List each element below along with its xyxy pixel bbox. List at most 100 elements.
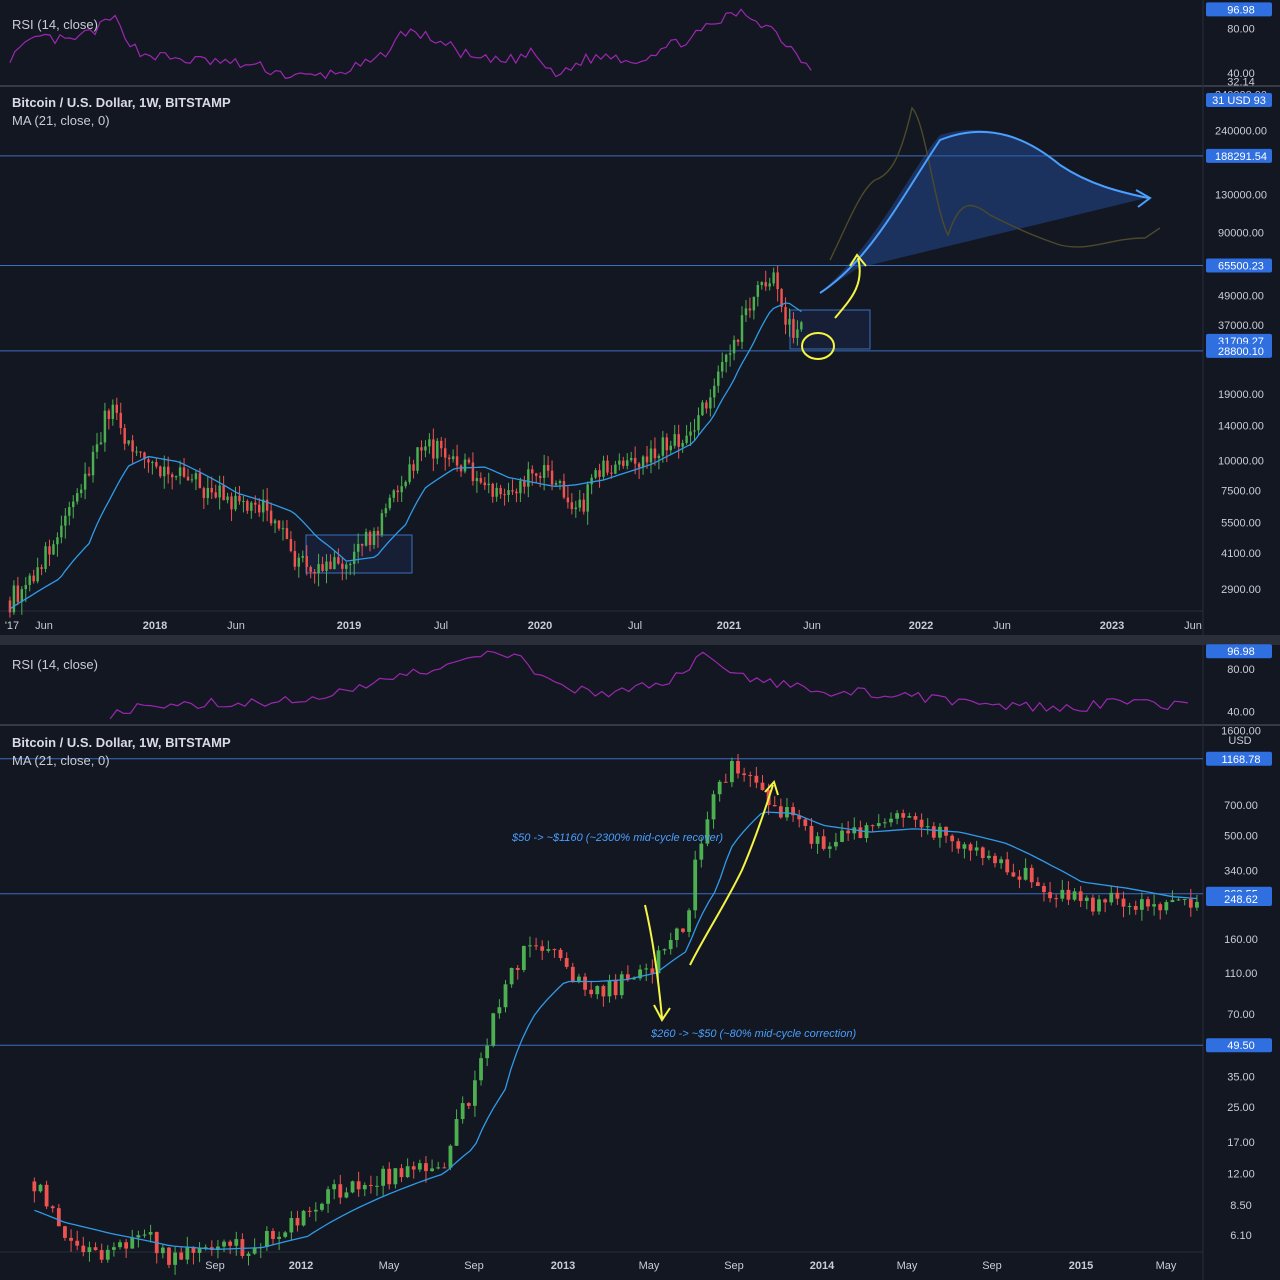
price-badge-bg[interactable] (1206, 2, 1272, 17)
price-badge-bg[interactable] (1206, 258, 1272, 273)
candle-body[interactable] (662, 949, 667, 951)
candle-body[interactable] (455, 456, 459, 466)
candle-body[interactable] (619, 974, 624, 996)
candle-body[interactable] (834, 841, 838, 847)
candle-body[interactable] (618, 460, 621, 465)
candle-body[interactable] (546, 465, 550, 471)
candle-body[interactable] (273, 520, 277, 524)
candle-body[interactable] (48, 546, 51, 555)
candle-body[interactable] (28, 575, 31, 585)
candle-body[interactable] (289, 1217, 294, 1233)
candle-body[interactable] (301, 1210, 306, 1226)
time-scale-top_price[interactable]: '17 Jun 2018 Jun 2019 Jul 2020 Jul 2021 Jun 2022 Ju… (5, 620, 1202, 632)
top-price-legend-title[interactable]: Bitcoin / U.S. Dollar, 1W, BITSTAMP (12, 95, 231, 110)
candle-body[interactable] (778, 806, 783, 818)
candle-body[interactable] (337, 557, 340, 564)
x-tick-label[interactable]: Jun (993, 620, 1011, 632)
candle-body[interactable] (174, 476, 178, 478)
candle-body[interactable] (1078, 891, 1083, 901)
y-tick-label[interactable]: 90000.00 (1218, 228, 1264, 240)
candle-body[interactable] (809, 825, 814, 844)
candle-body[interactable] (601, 986, 606, 997)
candle-body[interactable] (293, 551, 297, 567)
candle-body[interactable] (264, 1230, 269, 1247)
candle-body[interactable] (307, 1210, 312, 1212)
candle-body[interactable] (546, 949, 551, 951)
candle-body[interactable] (756, 285, 760, 297)
candle-body[interactable] (424, 446, 427, 451)
candle-body[interactable] (417, 1163, 422, 1170)
candle-body[interactable] (167, 1247, 171, 1265)
candle-body[interactable] (674, 928, 679, 941)
candle-body[interactable] (428, 439, 431, 447)
candle-body[interactable] (333, 557, 336, 570)
candle-body[interactable] (103, 410, 107, 443)
candle-body[interactable] (56, 1208, 61, 1227)
candle-body[interactable] (968, 844, 973, 851)
candle-body[interactable] (931, 826, 936, 838)
candle-body[interactable] (252, 1247, 257, 1254)
candle-body[interactable] (558, 949, 563, 959)
candle-body[interactable] (491, 1013, 496, 1046)
candle-body[interactable] (69, 1237, 73, 1241)
candle-body[interactable] (720, 362, 724, 372)
y-tick-label[interactable]: 70.00 (1227, 1009, 1255, 1021)
y-tick-label[interactable]: 19000.00 (1218, 389, 1264, 401)
y-tick-label[interactable]: 4100.00 (1221, 548, 1261, 560)
candle-body[interactable] (240, 1239, 245, 1256)
y-tick-label[interactable]: 28800.10 (1218, 346, 1264, 358)
y-tick-label[interactable]: 40.00 (1227, 68, 1255, 80)
y-tick-label[interactable]: 96.98 (1227, 646, 1255, 658)
candle-body[interactable] (139, 451, 142, 453)
candle-body[interactable] (713, 385, 716, 398)
y-tick-label[interactable]: 37000.00 (1218, 320, 1264, 332)
time-scale-bottom_price[interactable]: Sep 2012 May Sep 2013 May Sep 2014 May Sep 2015 May (205, 1260, 1177, 1272)
candle-body[interactable] (332, 1184, 337, 1190)
candle-body[interactable] (644, 968, 649, 970)
candle-body[interactable] (632, 978, 636, 980)
x-tick-label[interactable]: '17 (5, 620, 19, 632)
candle-body[interactable] (1133, 906, 1138, 910)
candle-body[interactable] (791, 807, 795, 816)
candle-body[interactable] (705, 819, 710, 844)
candle-body[interactable] (649, 448, 653, 463)
candle-body[interactable] (384, 508, 388, 514)
candle-body[interactable] (440, 440, 443, 449)
y-tick-label[interactable]: 12.00 (1227, 1169, 1255, 1181)
y-tick-label[interactable]: 80.00 (1227, 664, 1255, 676)
candle-body[interactable] (606, 460, 609, 473)
candle-body[interactable] (99, 1250, 104, 1260)
candle-body[interactable] (552, 949, 557, 951)
candle-body[interactable] (748, 775, 753, 777)
candle-body[interactable] (602, 460, 605, 477)
candle-body[interactable] (956, 841, 961, 849)
candle-body[interactable] (83, 473, 87, 490)
candle-body[interactable] (325, 561, 328, 571)
x-tick-label[interactable]: May (379, 1260, 400, 1272)
candle-body[interactable] (586, 484, 589, 512)
candle-body[interactable] (238, 495, 241, 502)
candle-body[interactable] (913, 816, 918, 820)
candle-body[interactable] (349, 563, 352, 565)
candle-body[interactable] (202, 488, 206, 499)
candle-body[interactable] (271, 1230, 275, 1239)
candle-body[interactable] (222, 485, 225, 501)
x-tick-label[interactable]: May (1156, 1260, 1177, 1272)
y-tick-label[interactable]: 240000.00 (1215, 126, 1267, 138)
axis-badge[interactable]: 31 USD 93 (1212, 95, 1266, 107)
candle-body[interactable] (283, 1232, 288, 1237)
candle-body[interactable] (12, 585, 16, 613)
candle-body[interactable] (36, 567, 39, 582)
candle-body[interactable] (1109, 892, 1114, 903)
candle-body[interactable] (197, 1248, 202, 1253)
candle-body[interactable] (297, 557, 301, 567)
candle-body[interactable] (305, 555, 308, 567)
candle-body[interactable] (142, 1234, 147, 1236)
x-tick-label[interactable]: Jun (1184, 620, 1202, 632)
y-tick-label[interactable]: 80.00 (1227, 23, 1255, 35)
candle-body[interactable] (68, 507, 71, 516)
candle-body[interactable] (497, 1007, 502, 1014)
x-tick-label[interactable]: 2018 (143, 620, 167, 632)
candle-body[interactable] (412, 464, 415, 471)
candle-body[interactable] (258, 504, 261, 513)
